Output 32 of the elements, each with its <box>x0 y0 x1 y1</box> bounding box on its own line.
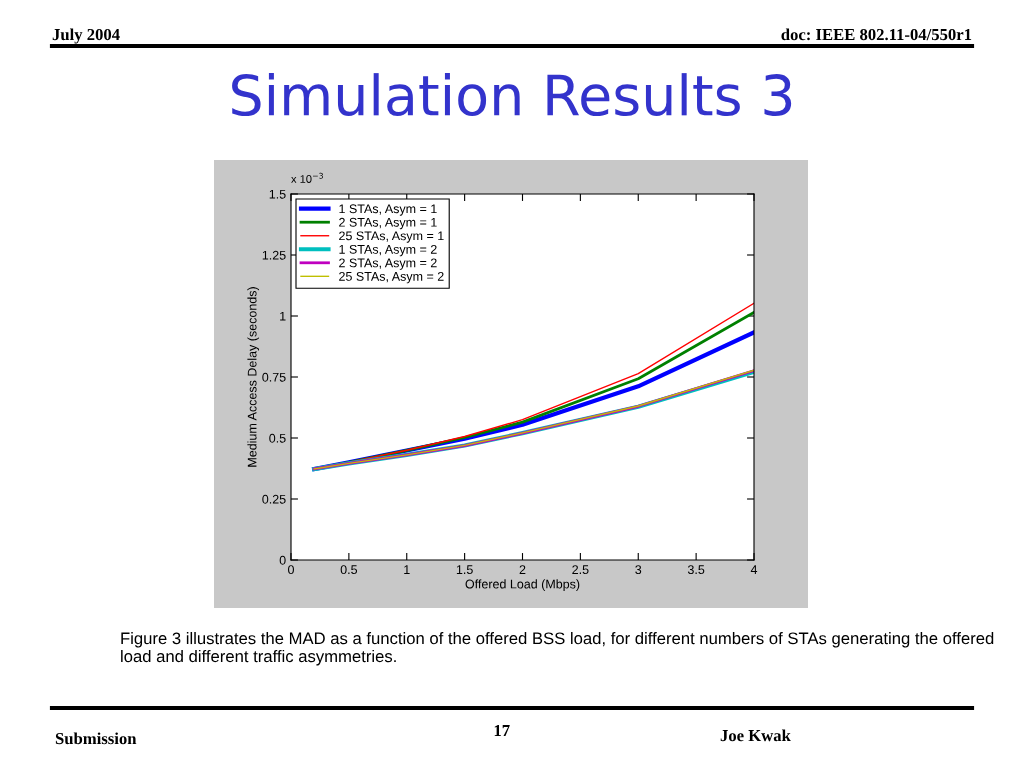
x-tick-label: 0 <box>288 565 294 575</box>
x-tick-label: 1.5 <box>456 565 473 575</box>
legend-label: 25 STAs, Asym = 1 <box>339 231 444 243</box>
x-tick-label: 3.5 <box>687 565 705 575</box>
text: July 2004 <box>52 28 120 44</box>
x-tick-label: 1 <box>404 565 410 574</box>
legend-label: 25 STAs, Asym = 2 <box>339 271 444 284</box>
y-tick-label: 1.25 <box>262 250 286 260</box>
legend-label: 1 STAs, Asym = 2 <box>339 244 437 257</box>
y-tick-label: 0.5 <box>269 433 286 443</box>
text: Submission <box>55 732 137 745</box>
y-tick-label: 0.75 <box>262 372 286 382</box>
y-tick-label: 1.5 <box>269 189 286 199</box>
legend-label: 1 STAs, Asym = 1 <box>339 204 437 216</box>
y-tick-label: 0.25 <box>262 494 286 504</box>
y-tick-label: 1 <box>280 311 286 321</box>
x-tick-label: 0.5 <box>340 565 358 575</box>
text: 17 <box>494 725 510 737</box>
text: x 10$^{−3}$ <box>291 172 323 183</box>
x-tick-label: 2 <box>519 565 526 574</box>
caption: Figure 3 illustrates the MAD as a function of the offered BSS load, for different numbers of STAs generating the offered load and different traffic asymmetries. <box>121 632 994 666</box>
chart-title: Simulation Results 3 <box>232 73 792 117</box>
text: Joe Kwak <box>720 729 791 742</box>
x-tick-label: 2.5 <box>572 565 589 575</box>
x-axis-title: Offered Load (Mbps) <box>465 579 580 591</box>
legend-label: 2 STAs, Asym = 2 <box>339 258 437 270</box>
legend-label: 2 STAs, Asym = 1 <box>339 217 437 230</box>
y-tick-label: 0 <box>279 555 286 565</box>
y-axis-title: Medium Access Delay (seconds) <box>247 287 260 467</box>
x-tick-label: 3 <box>635 565 642 575</box>
x-tick-label: 4 <box>750 565 758 574</box>
text: doc: IEEE 802.11-04/550r1 <box>781 28 972 41</box>
